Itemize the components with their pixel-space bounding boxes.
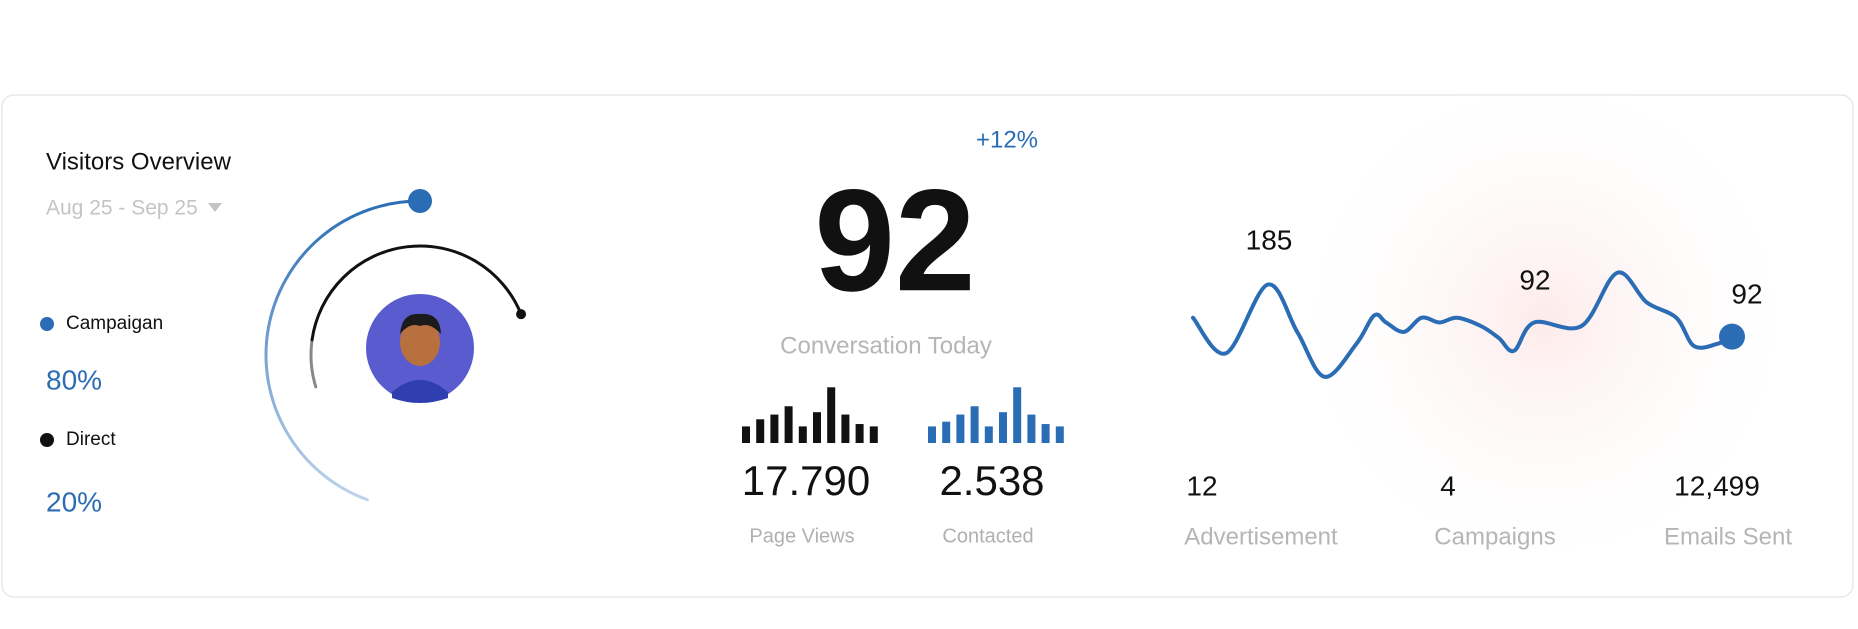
trend-annotation: 92 <box>1731 278 1762 309</box>
mini-bar <box>1041 424 1050 443</box>
mini-bar <box>928 426 936 443</box>
mini-bar <box>1013 387 1022 443</box>
mini-bar <box>1027 414 1036 443</box>
mini-total: 2.538 <box>939 457 1044 504</box>
avatar-body <box>392 380 448 403</box>
mini-bar <box>984 426 993 443</box>
mini-label: Contacted <box>942 525 1033 547</box>
stat-value: 12,499 <box>1674 470 1760 501</box>
legend-label: Direct <box>66 429 116 450</box>
mini-bar <box>942 421 951 443</box>
stat-value: 4 <box>1440 470 1456 501</box>
mini-label: Page Views <box>749 525 854 547</box>
trend-line <box>1191 270 1734 379</box>
gauge-arc <box>264 199 422 502</box>
avatar-hair <box>400 313 441 334</box>
legend-value: 20% <box>46 486 102 517</box>
mini-bar <box>841 414 850 443</box>
big-label: Conversation Today <box>780 332 992 359</box>
stat-label: Emails Sent <box>1664 523 1792 550</box>
gauge-knob <box>408 189 432 213</box>
stat-label: Advertisement <box>1184 523 1338 550</box>
mini-bar <box>869 426 878 443</box>
glow <box>1285 60 1805 580</box>
change: +12% <box>976 126 1038 153</box>
legend-dot <box>40 433 54 447</box>
mini-bar <box>742 426 750 443</box>
mini-bar <box>770 414 779 443</box>
mini-bar <box>956 414 965 443</box>
dropdown-caret[interactable] <box>208 203 222 212</box>
gauge-arc <box>310 244 523 342</box>
stat-value: 12 <box>1186 470 1217 501</box>
mini-bar <box>798 426 807 443</box>
legend-dot <box>40 317 54 331</box>
legend-value: 80% <box>46 364 102 395</box>
mini-bar <box>970 406 979 443</box>
trend-annotation: 185 <box>1246 224 1293 255</box>
mini-bar <box>784 406 793 443</box>
mini-bar <box>1055 426 1064 443</box>
trend-annotation: 92 <box>1519 264 1550 295</box>
mini-total: 17.790 <box>742 457 870 504</box>
legend-label: Campaigan <box>66 313 163 334</box>
title: Visitors Overview <box>46 148 232 175</box>
stat-label: Campaigns <box>1434 523 1555 550</box>
date-range[interactable]: Aug 25 - Sep 25 <box>46 197 198 220</box>
mini-bar <box>813 412 821 443</box>
mini-bar <box>999 412 1007 443</box>
mini-bar <box>827 387 836 443</box>
trend-dot <box>1719 323 1745 350</box>
mini-bar <box>756 419 765 443</box>
avatar-face <box>400 318 440 366</box>
big-number: 92 <box>814 159 975 321</box>
gauge-end <box>516 309 527 320</box>
mini-bar <box>855 424 864 443</box>
gauge-track <box>309 338 318 389</box>
